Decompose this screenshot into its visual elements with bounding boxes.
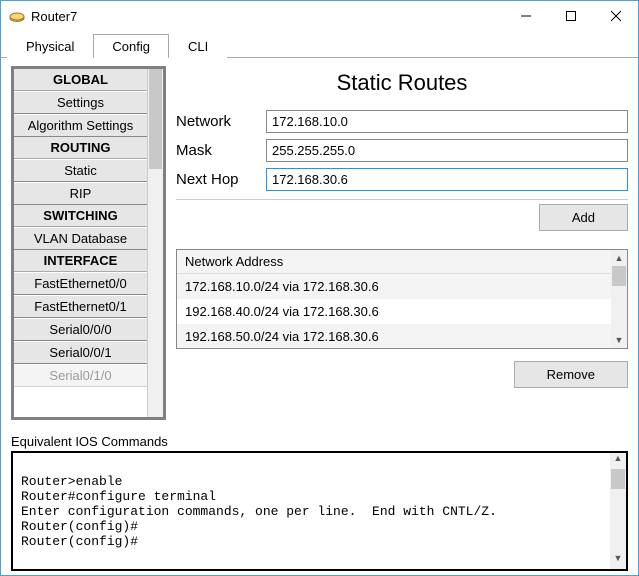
network-label: Network [176, 113, 266, 130]
route-row[interactable]: 192.168.40.0/24 via 172.168.30.6 [177, 299, 611, 324]
routes-listbox: Network Address 172.168.10.0/24 via 172.… [176, 249, 628, 349]
sidebar-scrollbar[interactable] [147, 69, 163, 417]
tab-config[interactable]: Config [93, 34, 169, 58]
sidebar-item-rip[interactable]: RIP [14, 182, 147, 205]
main-panel: Static Routes Network Mask Next Hop Add … [176, 66, 628, 420]
route-row[interactable]: 172.168.10.0/24 via 172.168.30.6 [177, 274, 611, 299]
remove-button[interactable]: Remove [514, 361, 628, 388]
sidebar-item-fe00[interactable]: FastEthernet0/0 [14, 272, 147, 295]
sidebar-item-fe01[interactable]: FastEthernet0/1 [14, 295, 147, 318]
app-window: Router7 Physical Config CLI GLOBAL Setti… [0, 0, 639, 576]
scroll-down-icon[interactable]: ▼ [611, 332, 627, 348]
nexthop-label: Next Hop [176, 171, 266, 188]
sidebar-item-settings[interactable]: Settings [14, 91, 147, 114]
minimize-button[interactable] [503, 2, 548, 30]
ios-commands-box: Router>enable Router#configure terminal … [11, 451, 628, 571]
routes-list-header: Network Address [177, 250, 611, 274]
sidebar-header-switching: SWITCHING [14, 205, 147, 227]
titlebar: Router7 [1, 1, 638, 31]
sidebar-header-interface: INTERFACE [14, 250, 147, 272]
routes-scrollbar[interactable]: ▲ ▼ [611, 250, 627, 348]
maximize-button[interactable] [548, 2, 593, 30]
mask-label: Mask [176, 142, 266, 159]
tabs: Physical Config CLI [1, 31, 638, 58]
sidebar-item-s010[interactable]: Serial0/1/0 [14, 364, 147, 387]
sidebar-item-static[interactable]: Static [14, 159, 147, 182]
config-sidebar: GLOBAL Settings Algorithm Settings ROUTI… [11, 66, 166, 420]
sidebar-item-algorithm-settings[interactable]: Algorithm Settings [14, 114, 147, 137]
ios-scrollbar[interactable]: ▲ ▼ [610, 453, 626, 569]
window-title: Router7 [31, 9, 503, 24]
add-button[interactable]: Add [539, 204, 628, 231]
nexthop-input[interactable] [266, 168, 628, 191]
scroll-down-icon[interactable]: ▼ [610, 553, 626, 569]
router-icon [9, 8, 25, 24]
sidebar-header-global: GLOBAL [14, 69, 147, 91]
scroll-up-icon[interactable]: ▲ [611, 250, 627, 266]
tab-cli[interactable]: CLI [169, 34, 227, 58]
route-row[interactable]: 192.168.50.0/24 via 172.168.30.6 [177, 324, 611, 348]
sidebar-header-routing: ROUTING [14, 137, 147, 159]
sidebar-item-vlan-database[interactable]: VLAN Database [14, 227, 147, 250]
sidebar-item-s001[interactable]: Serial0/0/1 [14, 341, 147, 364]
sidebar-item-s000[interactable]: Serial0/0/0 [14, 318, 147, 341]
ios-commands-text[interactable]: Router>enable Router#configure terminal … [13, 453, 610, 569]
close-button[interactable] [593, 2, 638, 30]
scroll-up-icon[interactable]: ▲ [610, 453, 626, 469]
tab-physical[interactable]: Physical [7, 34, 93, 58]
network-input[interactable] [266, 110, 628, 133]
ios-label: Equivalent IOS Commands [11, 434, 628, 449]
mask-input[interactable] [266, 139, 628, 162]
panel-title: Static Routes [176, 70, 628, 96]
